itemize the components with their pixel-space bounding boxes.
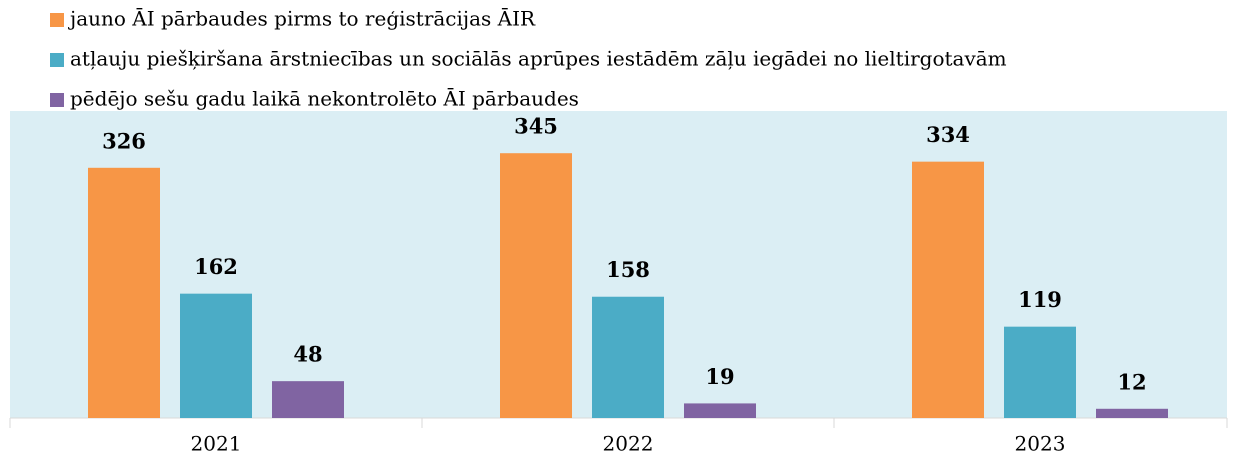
value-label: 48 bbox=[293, 342, 322, 367]
value-label: 334 bbox=[926, 122, 970, 147]
bar bbox=[180, 293, 252, 418]
x-tick-label: 2022 bbox=[603, 432, 654, 456]
value-label: 162 bbox=[194, 254, 238, 279]
bar bbox=[684, 403, 756, 418]
bar bbox=[912, 161, 984, 418]
bar bbox=[272, 381, 344, 418]
value-label: 119 bbox=[1018, 287, 1062, 312]
legend-text: atļauju piešķiršana ārstniecības un soci… bbox=[70, 47, 1007, 71]
bar bbox=[592, 296, 664, 418]
value-label: 158 bbox=[606, 257, 650, 282]
x-tick-label: 2021 bbox=[191, 432, 242, 456]
bar bbox=[500, 153, 572, 418]
value-label: 345 bbox=[514, 114, 558, 139]
legend-swatch bbox=[50, 13, 64, 27]
legend-text: jauno ĀI pārbaudes pirms to reģistrācija… bbox=[68, 7, 536, 31]
bar bbox=[1004, 326, 1076, 418]
bar bbox=[88, 167, 160, 418]
value-label: 326 bbox=[102, 128, 146, 153]
value-label: 19 bbox=[705, 364, 734, 389]
legend-text: pēdējo sešu gadu laikā nekontrolēto ĀI p… bbox=[70, 87, 579, 111]
legend-swatch bbox=[50, 53, 64, 67]
legend-swatch bbox=[50, 93, 64, 107]
value-label: 12 bbox=[1117, 369, 1146, 394]
x-tick-label: 2023 bbox=[1015, 432, 1066, 456]
bar bbox=[1096, 408, 1168, 418]
